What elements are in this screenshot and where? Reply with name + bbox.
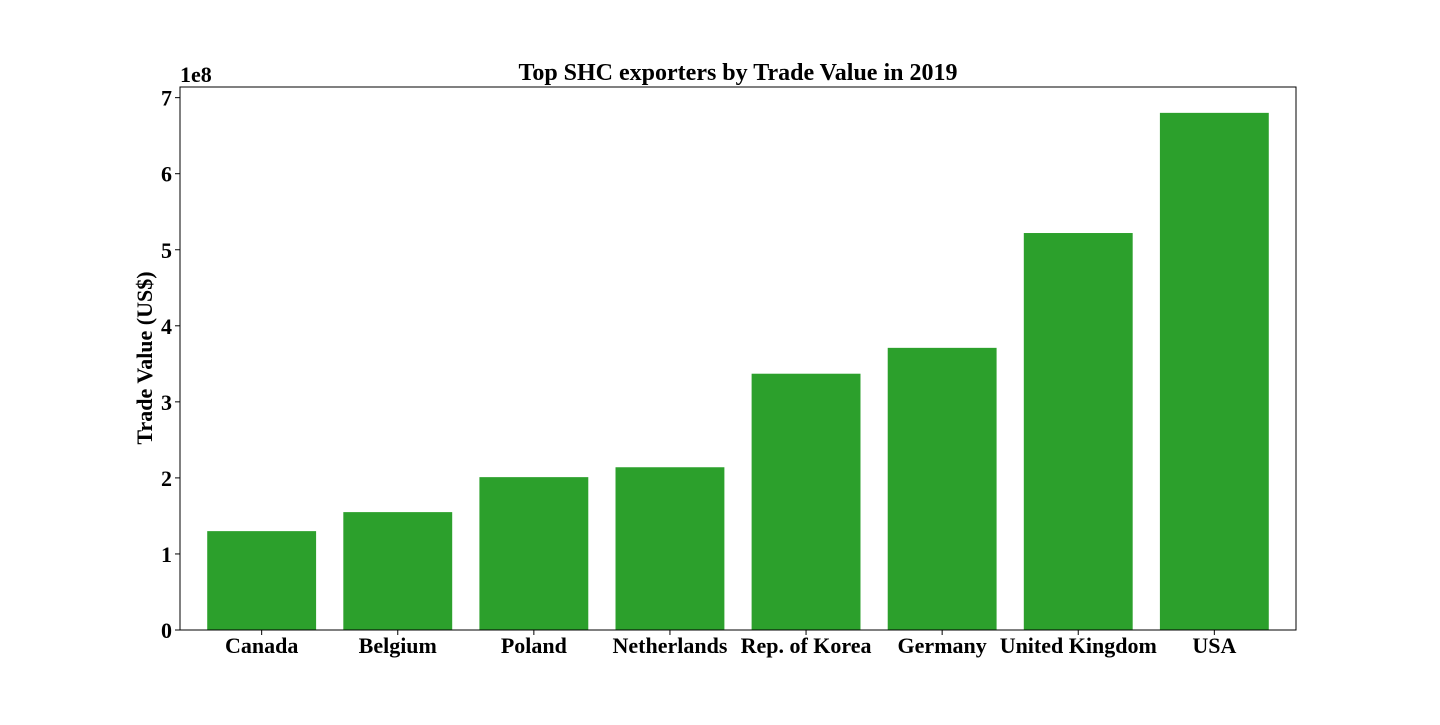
x-tick-label: Germany (898, 633, 987, 658)
y-tick-label: 6 (161, 162, 172, 187)
x-tick-label: Netherlands (613, 633, 728, 658)
x-tick-label: Poland (501, 633, 567, 658)
x-tick-label: Canada (225, 633, 298, 658)
bar-poland (479, 477, 589, 630)
y-tick-label: 2 (161, 466, 172, 491)
y-axis-ticks: 0 1 2 3 4 5 6 7 (161, 86, 180, 643)
bar-usa (1159, 112, 1269, 631)
bar-united-kingdom (1023, 233, 1133, 630)
bars-group (207, 112, 1269, 631)
y-tick-label: 4 (161, 314, 172, 339)
x-axis-ticks: Canada Belgium Poland Netherlands Rep. of Ko… (225, 630, 1236, 658)
y-tick-label: 3 (161, 390, 172, 415)
x-tick-label: Belgium (359, 633, 437, 658)
y-axis-exponent: 1e8 (180, 62, 212, 87)
bar-belgium (343, 512, 453, 630)
bar-canada (207, 531, 317, 630)
y-tick-label: 5 (161, 238, 172, 263)
y-axis-label: Trade Value (US$) (132, 271, 157, 444)
y-tick-label: 7 (161, 86, 172, 111)
bar-rep-of-korea (751, 373, 861, 630)
x-tick-label: United Kingdom (1000, 633, 1157, 658)
plot-area-frame (179, 86, 1297, 631)
bar-netherlands (615, 467, 725, 630)
x-tick-label: Rep. of Korea (741, 633, 872, 658)
bar-germany (887, 347, 997, 630)
chart-title: Top SHC exporters by Trade Value in 2019 (519, 60, 958, 86)
x-tick-label: USA (1192, 633, 1236, 658)
y-tick-label: 1 (161, 542, 172, 567)
y-tick-label: 0 (161, 618, 172, 643)
